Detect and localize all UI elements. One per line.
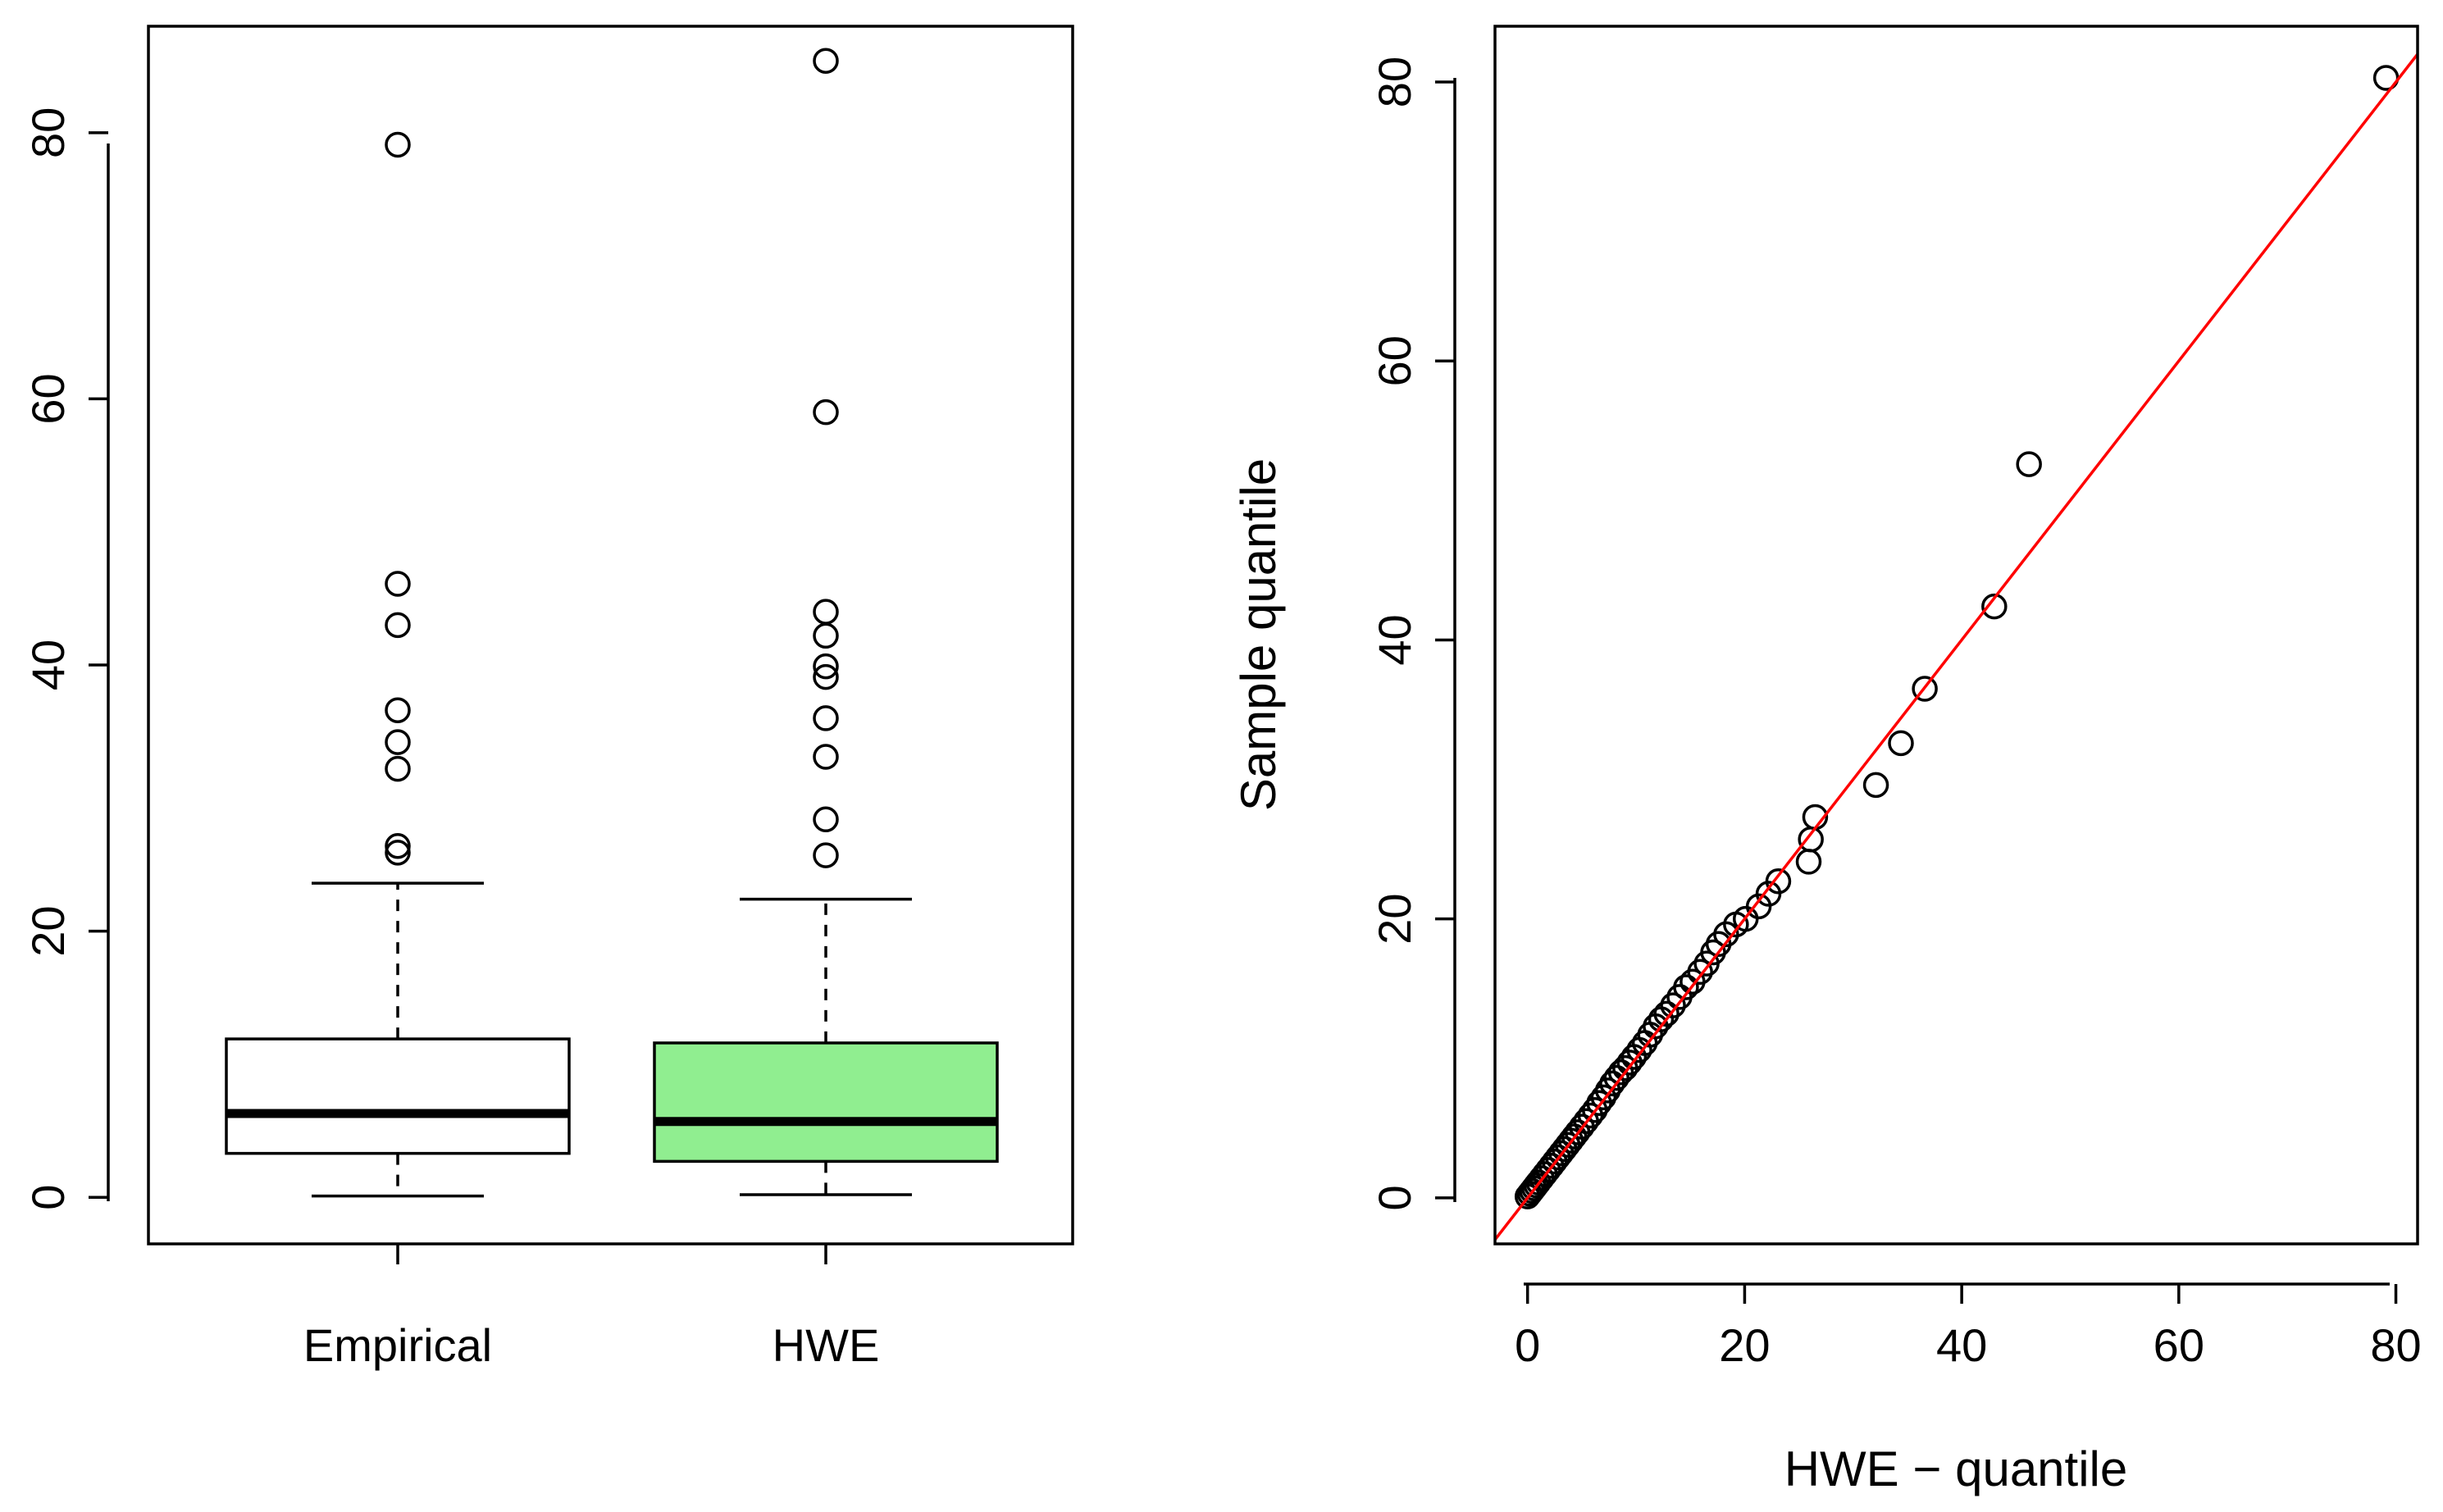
qq-reference-line <box>1495 52 2418 1242</box>
qq-point <box>1912 676 1938 702</box>
qq-plot-frame <box>1493 25 2419 1246</box>
boxplot-marks <box>225 48 999 1198</box>
qq-points <box>1514 65 2400 1209</box>
qq-point <box>1653 1000 1680 1027</box>
hwe-outlier-point <box>813 663 839 690</box>
boxplot-y-axis: 0 20 40 60 80 <box>22 107 110 1210</box>
qq-point <box>1687 959 1713 986</box>
empirical-outlier-point <box>385 131 411 158</box>
qq-point <box>1798 826 1824 853</box>
boxplot-y-tick-label: 40 <box>22 640 74 690</box>
hwe-outlier-point <box>813 653 839 680</box>
boxplot-category-label: Empirical <box>303 1319 492 1371</box>
empirical-outlier-point <box>385 729 411 755</box>
qq-marks <box>1495 52 2418 1242</box>
qq-y-tick-label: 0 <box>1369 1185 1420 1210</box>
qq-point <box>1765 868 1792 895</box>
qq-point <box>1888 730 1914 757</box>
hwe-outlier-point <box>813 842 839 868</box>
qq-panel: 0 20 40 60 80 0 20 40 60 80 HWE − quantile Sampl… <box>1231 25 2422 1496</box>
qq-point <box>1637 1022 1664 1048</box>
qq-point <box>1981 593 2008 620</box>
qq-x-axis: 0 20 40 60 80 <box>1515 1282 2422 1371</box>
empirical-outlier-point <box>385 840 411 866</box>
hwe-outlier-point <box>813 48 839 74</box>
hwe-outlier-point <box>813 806 839 833</box>
hwe-box <box>653 1041 999 1164</box>
boxplot-plot-frame <box>147 25 1074 1246</box>
empirical-outlier-point <box>385 612 411 639</box>
qq-point <box>2016 451 2042 477</box>
qq-y-tick-label: 20 <box>1369 894 1420 945</box>
empirical-outlier-point <box>385 697 411 723</box>
empirical-box <box>225 1037 571 1155</box>
boxplot-x-axis: Empirical HWE <box>303 1244 879 1371</box>
box-group-empirical <box>225 131 571 1198</box>
qq-x-tick-label: 80 <box>2370 1319 2421 1371</box>
qq-y-tick-label: 60 <box>1369 335 1420 386</box>
qq-y-axis-title: Sample quantile <box>1231 458 1286 811</box>
hwe-outlier-point <box>813 599 839 625</box>
qq-x-tick-label: 60 <box>2154 1319 2204 1371</box>
empirical-outlier-point <box>385 832 411 859</box>
hwe-outlier-point <box>813 622 839 649</box>
qq-point <box>1673 974 1699 1000</box>
qq-y-axis: 0 20 40 60 80 <box>1369 57 1456 1210</box>
boxplot-y-tick-label: 0 <box>22 1185 74 1210</box>
qq-x-axis-title: HWE − quantile <box>1784 1441 2128 1496</box>
qq-point <box>1795 849 1822 875</box>
hwe-outlier-point <box>813 398 839 426</box>
boxplot-y-tick-label: 20 <box>22 905 74 956</box>
boxplot-y-tick-label: 80 <box>22 107 74 158</box>
hwe-outlier-point <box>813 705 839 731</box>
qq-point <box>1862 772 1889 799</box>
qq-x-tick-label: 40 <box>1936 1319 1987 1371</box>
qq-point <box>1660 992 1686 1018</box>
qq-point <box>1713 921 1739 948</box>
qq-x-tick-label: 0 <box>1515 1319 1540 1371</box>
boxplot-y-tick-label: 60 <box>22 373 74 424</box>
qq-point <box>1590 1084 1617 1111</box>
qq-y-tick-label: 40 <box>1369 614 1420 665</box>
empirical-outlier-point <box>385 755 411 782</box>
boxplot-category-label: HWE <box>773 1319 880 1371</box>
hwe-outlier-point <box>813 744 839 770</box>
qq-y-tick-label: 80 <box>1369 57 1420 107</box>
box-group-hwe <box>653 48 999 1196</box>
empirical-outlier-point <box>385 571 411 597</box>
qq-x-tick-label: 20 <box>1719 1319 1770 1371</box>
boxplot-panel: 0 20 40 60 80 Empirical HWE <box>22 25 1074 1371</box>
